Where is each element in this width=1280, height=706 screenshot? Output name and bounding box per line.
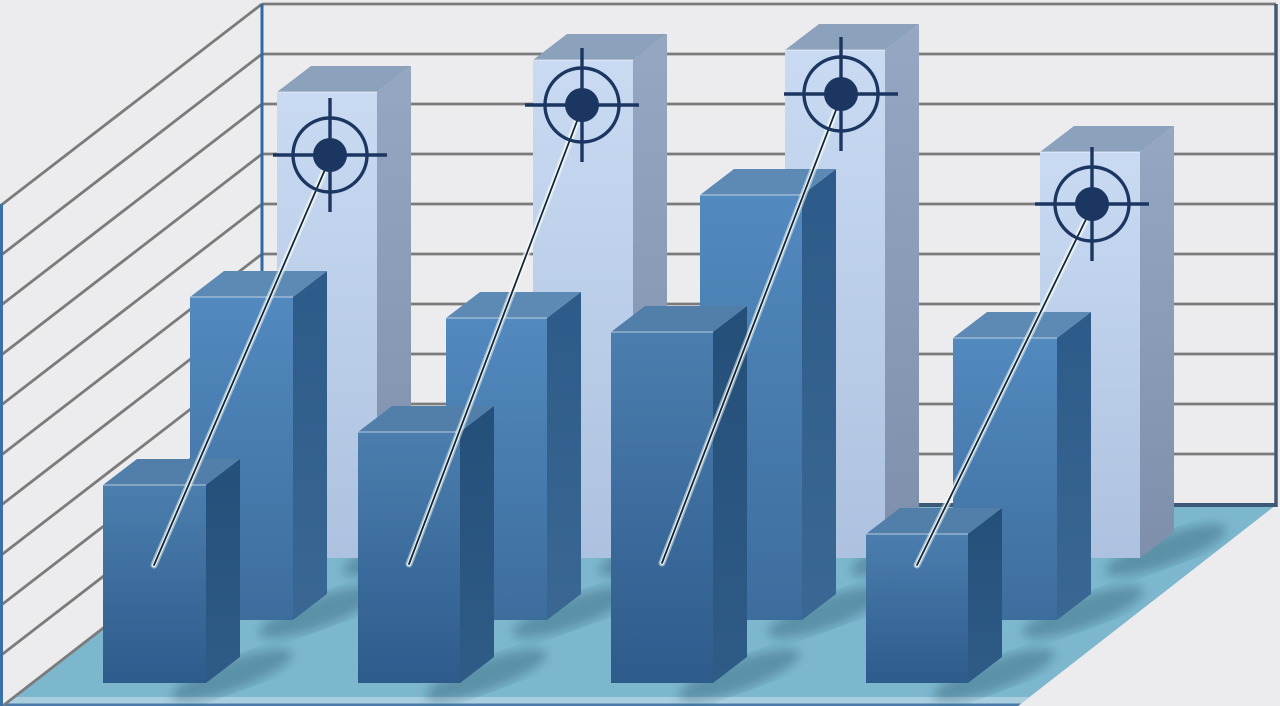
bar-front-4-top-face bbox=[866, 508, 1002, 534]
bar-front-2 bbox=[358, 406, 494, 683]
bar-front-4-front-face bbox=[866, 534, 968, 683]
shadow-bar-front-3 bbox=[678, 648, 800, 702]
bar-middle-4-side-face bbox=[1057, 312, 1091, 620]
bar-middle-3-top-face bbox=[700, 169, 836, 195]
bar-front-2-side-face bbox=[460, 406, 494, 683]
bar-middle-1-side-face bbox=[293, 271, 327, 620]
bar-middle-4-top-face bbox=[953, 312, 1091, 338]
bar-back-4-top-face bbox=[1040, 126, 1174, 152]
bar-middle-1 bbox=[190, 271, 327, 620]
bar-front-3 bbox=[611, 306, 747, 683]
bar-front-1-top-face bbox=[103, 459, 240, 485]
floor-front-strip bbox=[0, 697, 1060, 706]
shadow-bar-middle-1 bbox=[258, 585, 380, 639]
bar-back-2-top-face bbox=[533, 34, 667, 60]
bar-front-1-side-face bbox=[206, 459, 240, 683]
gridline-diagonal-5 bbox=[0, 202, 263, 408]
bar-front-3-front-face bbox=[611, 332, 713, 683]
gridline-diagonal-3 bbox=[0, 102, 263, 308]
bar-front-4 bbox=[866, 508, 1002, 683]
target-icon-3 bbox=[784, 37, 898, 151]
bar-middle-2-side-face bbox=[547, 292, 581, 620]
bar-front-1-front-face bbox=[103, 485, 206, 683]
gridline-diagonal-2 bbox=[0, 52, 263, 258]
bar-front-1 bbox=[103, 459, 240, 683]
floor-bottom-edge bbox=[0, 703, 1060, 706]
bar-back-3-side-face bbox=[885, 24, 919, 558]
target-icon-1 bbox=[273, 98, 387, 212]
bar-front-3-top-face bbox=[611, 306, 747, 332]
shadow-bar-front-1 bbox=[171, 648, 293, 702]
target-icon-2 bbox=[525, 48, 639, 162]
shadow-bar-front-4 bbox=[933, 648, 1055, 702]
shadow-bar-back-4 bbox=[1105, 523, 1227, 577]
gridline-diagonal-4 bbox=[0, 152, 263, 358]
shadow-bar-middle-4 bbox=[1022, 585, 1144, 639]
target-line-3 bbox=[658, 93, 845, 567]
target-line-1 bbox=[150, 154, 334, 569]
bar-middle-2-top-face bbox=[446, 292, 581, 318]
bar-back-3-top-face bbox=[785, 24, 919, 50]
bar-back-4-side-face bbox=[1140, 126, 1174, 558]
bar-middle-3-side-face bbox=[802, 169, 836, 620]
target-icon-4 bbox=[1035, 147, 1149, 261]
target-line-4 bbox=[913, 203, 1096, 569]
shadow-bar-front-2 bbox=[425, 648, 547, 702]
shadow-bar-middle-2 bbox=[512, 585, 634, 639]
bar-back-1-top-face bbox=[277, 66, 411, 92]
bar-middle-1-top-face bbox=[190, 271, 327, 297]
gridline-diagonal-1 bbox=[0, 2, 263, 208]
bar-front-4-side-face bbox=[968, 508, 1002, 683]
shadow-bar-middle-3 bbox=[767, 585, 889, 639]
target-line-2 bbox=[405, 104, 586, 568]
